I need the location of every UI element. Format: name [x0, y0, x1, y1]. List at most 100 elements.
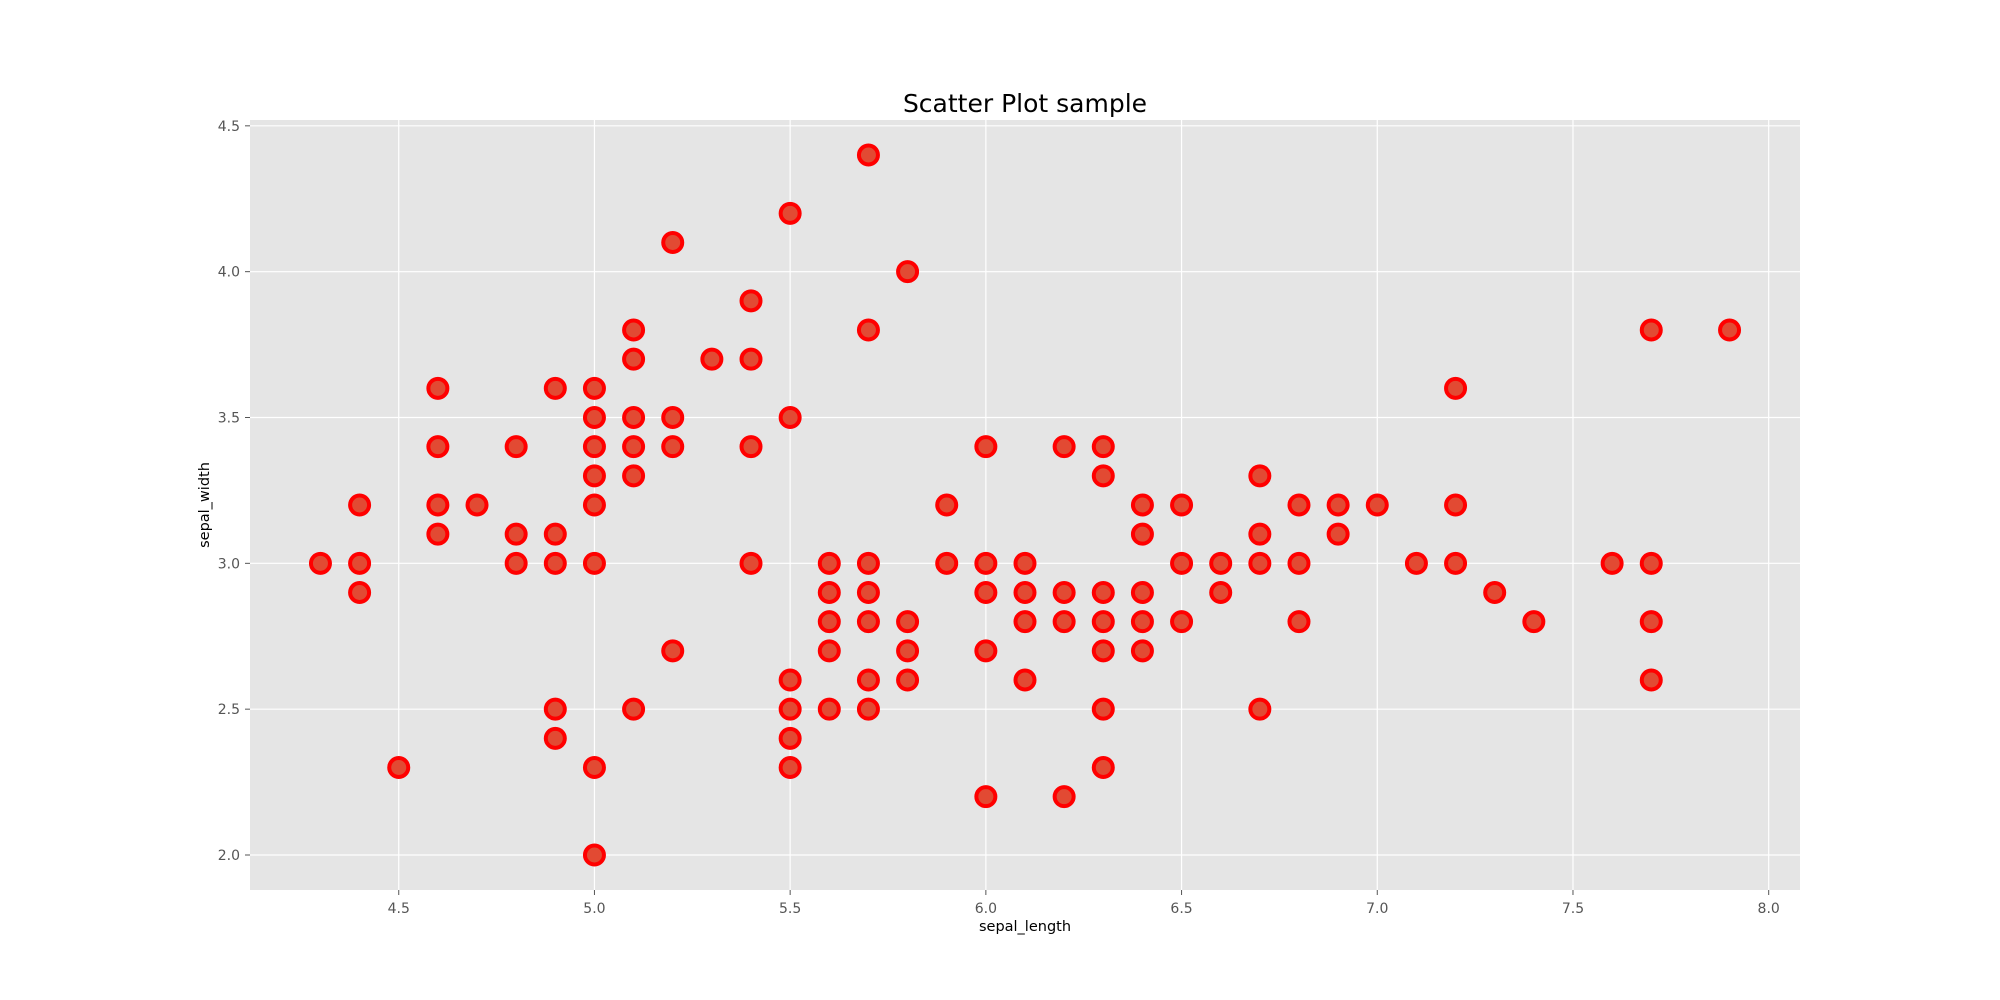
y-axis-label: sepal_width	[197, 462, 213, 548]
scatter-point	[1013, 551, 1037, 575]
scatter-point	[1170, 610, 1194, 634]
scatter-point	[1718, 318, 1742, 342]
scatter-point	[1639, 610, 1663, 634]
scatter-point	[1248, 697, 1272, 721]
scatter-point	[778, 668, 802, 692]
scatter-point	[817, 610, 841, 634]
y-tick-label: 3.0	[218, 556, 240, 572]
scatter-point	[1091, 610, 1115, 634]
scatter-point	[1444, 551, 1468, 575]
scatter-point	[856, 318, 880, 342]
scatter-point	[348, 551, 372, 575]
scatter-point	[778, 406, 802, 429]
scatter-point	[1091, 435, 1115, 459]
scatter-point	[1130, 493, 1154, 517]
scatter-point	[582, 493, 606, 517]
scatter-point	[1013, 668, 1037, 692]
scatter-point	[543, 697, 567, 721]
scatter-point	[1170, 493, 1194, 517]
scatter-point	[1013, 581, 1037, 604]
scatter-point	[543, 551, 567, 575]
scatter-point	[778, 697, 802, 721]
scatter-point	[856, 668, 880, 692]
y-tick-label: 4.0	[218, 265, 240, 281]
y-tick-label: 3.5	[218, 411, 240, 427]
scatter-point	[856, 697, 880, 721]
scatter-point	[974, 785, 998, 809]
scatter-point	[1209, 551, 1233, 575]
scatter-point	[543, 726, 567, 750]
scatter-point	[1130, 610, 1154, 634]
scatter-point	[582, 376, 606, 400]
scatter-point	[622, 697, 646, 721]
scatter-point	[974, 435, 998, 459]
scatter-point	[1522, 610, 1546, 634]
scatter-point	[974, 639, 998, 663]
scatter-point	[817, 581, 841, 604]
scatter-point	[1130, 581, 1154, 604]
scatter-point	[778, 726, 802, 750]
scatter-point	[1052, 785, 1076, 809]
scatter-point	[739, 551, 763, 575]
scatter-point	[1639, 551, 1663, 575]
scatter-point	[817, 639, 841, 663]
x-tick-label: 4.5	[388, 901, 410, 917]
scatter-point	[1483, 581, 1507, 604]
scatter-point	[1444, 376, 1468, 400]
scatter-point	[817, 697, 841, 721]
scatter-point	[582, 406, 606, 429]
scatter-point	[622, 464, 646, 488]
scatter-point	[1091, 639, 1115, 663]
data-points	[308, 143, 1742, 867]
x-axis-label: sepal_length	[979, 919, 1071, 935]
scatter-point	[896, 668, 920, 692]
y-tick-label: 4.5	[218, 119, 240, 135]
scatter-point	[582, 551, 606, 575]
scatter-point	[1444, 493, 1468, 517]
scatter-point	[1052, 581, 1076, 604]
scatter-point	[1052, 435, 1076, 459]
scatter-point	[1600, 551, 1624, 575]
scatter-point	[1170, 551, 1194, 575]
x-tick-label: 7.5	[1562, 901, 1584, 917]
scatter-point	[778, 756, 802, 779]
scatter-point	[856, 610, 880, 634]
scatter-point	[348, 493, 372, 517]
scatter-point	[974, 581, 998, 604]
scatter-point	[1639, 668, 1663, 692]
y-tick-label: 2.5	[218, 702, 240, 718]
scatter-point	[1130, 522, 1154, 546]
scatter-point	[700, 347, 724, 371]
x-tick-label: 5.0	[583, 901, 605, 917]
scatter-point	[1404, 551, 1428, 575]
scatter-point	[856, 551, 880, 575]
x-tick-label: 5.5	[779, 901, 801, 917]
x-tick-label: 6.0	[975, 901, 997, 917]
scatter-point	[1130, 639, 1154, 663]
scatter-point	[1287, 610, 1311, 634]
axis-ticks: 4.5 5.0 5.5 6.0 6.5 7.0 7.5 8.0 2.0 2.5 3.0 3.5 4.0 4…	[218, 119, 1780, 917]
scatter-point	[817, 551, 841, 575]
scatter-point	[504, 551, 528, 575]
scatter-point	[582, 843, 606, 867]
scatter-point	[1248, 464, 1272, 488]
scatter-point	[739, 347, 763, 371]
scatter-point	[1248, 522, 1272, 546]
scatter-point	[465, 493, 489, 517]
scatter-point	[1248, 551, 1272, 575]
scatter-point	[896, 639, 920, 663]
scatter-point	[661, 435, 685, 459]
scatter-point	[582, 464, 606, 488]
scatter-point	[935, 493, 959, 517]
scatter-point	[622, 406, 646, 429]
scatter-point	[387, 756, 411, 779]
scatter-point	[1091, 697, 1115, 721]
scatter-point	[1091, 581, 1115, 604]
scatter-point	[582, 756, 606, 779]
scatter-point	[1326, 522, 1350, 546]
scatter-point	[1639, 318, 1663, 342]
scatter-point	[582, 435, 606, 459]
scatter-point	[856, 143, 880, 167]
scatter-point	[661, 406, 685, 429]
